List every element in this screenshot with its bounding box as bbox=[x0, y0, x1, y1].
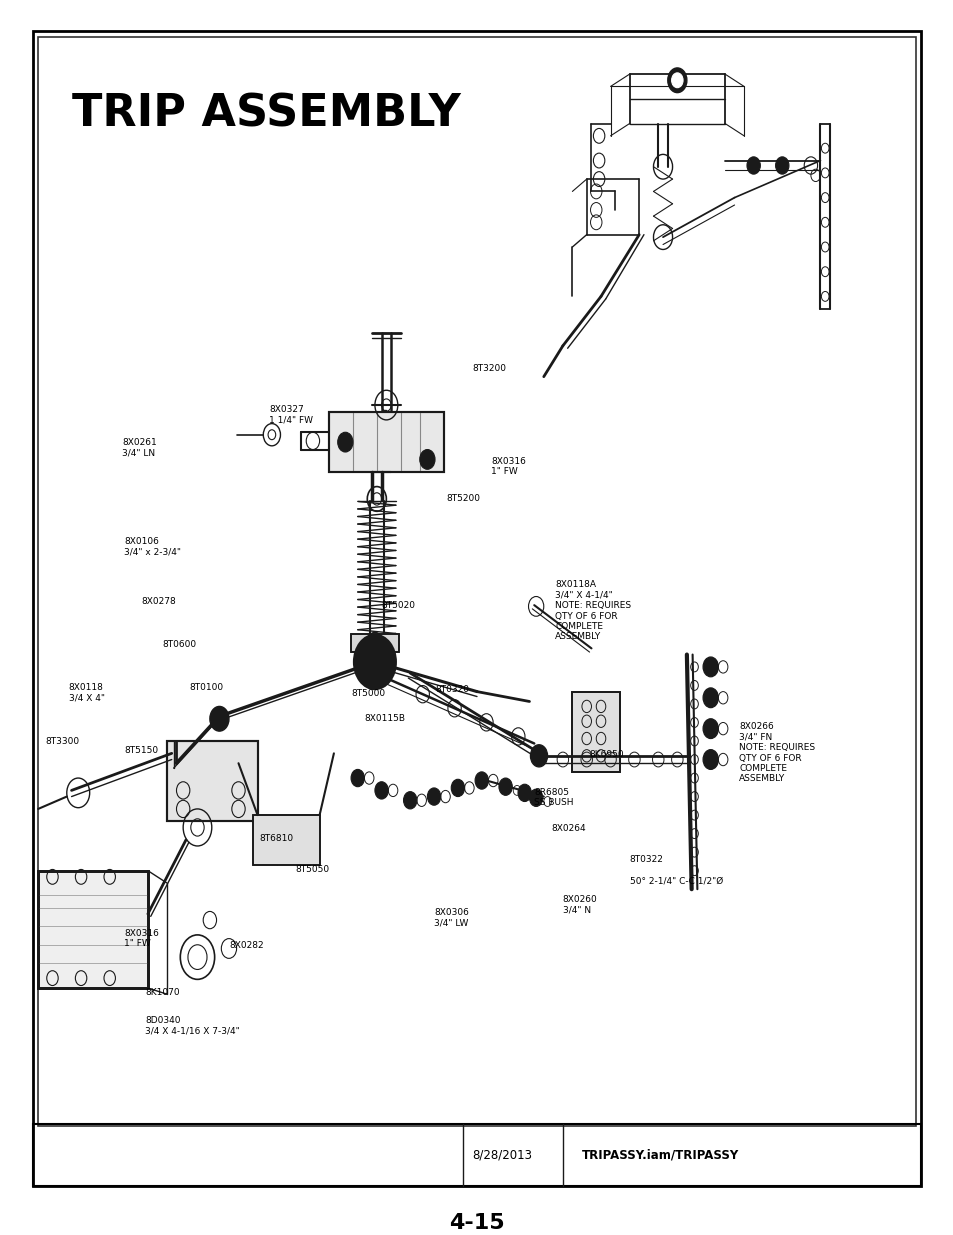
Text: 8T5150: 8T5150 bbox=[124, 746, 158, 755]
Text: 8X0118
3/4 X 4": 8X0118 3/4 X 4" bbox=[69, 683, 105, 703]
Circle shape bbox=[667, 68, 686, 93]
Bar bbox=[253, 815, 319, 864]
Bar bbox=[253, 815, 319, 864]
Text: 8T3200: 8T3200 bbox=[472, 364, 506, 373]
Text: 8X0260
3/4" N: 8X0260 3/4" N bbox=[562, 895, 597, 915]
Circle shape bbox=[337, 432, 353, 452]
Text: 8X0306
3/4" LW: 8X0306 3/4" LW bbox=[434, 908, 469, 927]
Text: 8/28/2013: 8/28/2013 bbox=[472, 1149, 532, 1161]
Text: 8T5000: 8T5000 bbox=[351, 689, 385, 698]
Bar bbox=[572, 692, 619, 772]
Circle shape bbox=[702, 688, 718, 708]
Circle shape bbox=[702, 750, 718, 769]
Text: 8X0266
3/4" FN
NOTE: REQUIRES
QTY OF 6 FOR
COMPLETE
ASSEMBLY: 8X0266 3/4" FN NOTE: REQUIRES QTY OF 6 F… bbox=[739, 722, 815, 783]
Text: 8T0320: 8T0320 bbox=[435, 685, 469, 694]
Bar bbox=[38, 37, 915, 1126]
Bar bbox=[329, 412, 443, 472]
Text: 8K1070: 8K1070 bbox=[145, 988, 179, 997]
Text: 8T5050: 8T5050 bbox=[295, 864, 330, 873]
Bar bbox=[167, 741, 257, 821]
Circle shape bbox=[451, 779, 464, 797]
Circle shape bbox=[702, 719, 718, 739]
Circle shape bbox=[775, 157, 788, 174]
Text: 8X0282: 8X0282 bbox=[229, 941, 263, 950]
Text: 8R6805
SS BUSH: 8R6805 SS BUSH bbox=[534, 788, 573, 808]
Text: 8T0322: 8T0322 bbox=[629, 855, 663, 863]
Text: 8D0340
3/4 X 4-1/16 X 7-3/4": 8D0340 3/4 X 4-1/16 X 7-3/4" bbox=[145, 1016, 239, 1036]
Circle shape bbox=[746, 157, 760, 174]
Text: 8X0327
1 1/4" FW: 8X0327 1 1/4" FW bbox=[269, 405, 313, 425]
Circle shape bbox=[419, 450, 435, 469]
Bar bbox=[38, 871, 148, 988]
Bar bbox=[33, 1124, 920, 1186]
Text: 8K6950: 8K6950 bbox=[589, 750, 623, 758]
Circle shape bbox=[529, 789, 542, 806]
Text: 50° 2-1/4" C-C 1/2"Ø: 50° 2-1/4" C-C 1/2"Ø bbox=[629, 877, 722, 885]
Text: 8T3300: 8T3300 bbox=[46, 737, 80, 746]
Text: TRIP ASSEMBLY: TRIP ASSEMBLY bbox=[71, 93, 459, 136]
Circle shape bbox=[354, 635, 395, 689]
Circle shape bbox=[475, 772, 488, 789]
Text: 8T6810: 8T6810 bbox=[259, 834, 294, 842]
Circle shape bbox=[671, 73, 682, 88]
Text: 8X0278: 8X0278 bbox=[141, 597, 175, 605]
Circle shape bbox=[403, 792, 416, 809]
Text: 8T0600: 8T0600 bbox=[162, 640, 196, 648]
Circle shape bbox=[517, 784, 531, 802]
Text: 8T0100: 8T0100 bbox=[189, 683, 223, 692]
Text: 8X0118A
3/4" X 4-1/4"
NOTE: REQUIRES
QTY OF 6 FOR
COMPLETE
ASSEMBLY: 8X0118A 3/4" X 4-1/4" NOTE: REQUIRES QTY… bbox=[555, 580, 631, 641]
Circle shape bbox=[351, 769, 364, 787]
Text: 8X0264: 8X0264 bbox=[551, 824, 585, 832]
Bar bbox=[351, 634, 398, 652]
Text: 8X0261
3/4" LN: 8X0261 3/4" LN bbox=[122, 438, 156, 458]
Text: TRIPASSY.iam/TRIPASSY: TRIPASSY.iam/TRIPASSY bbox=[581, 1149, 739, 1161]
Text: 8X0316
1" FW: 8X0316 1" FW bbox=[491, 457, 526, 477]
Text: 8T5200: 8T5200 bbox=[446, 494, 480, 503]
Circle shape bbox=[210, 706, 229, 731]
Bar bbox=[167, 741, 257, 821]
Circle shape bbox=[427, 788, 440, 805]
Circle shape bbox=[375, 782, 388, 799]
Bar bbox=[351, 634, 398, 652]
Circle shape bbox=[702, 657, 718, 677]
Text: 8T5020: 8T5020 bbox=[381, 601, 416, 610]
Circle shape bbox=[530, 745, 547, 767]
Text: 8X0106
3/4" x 2-3/4": 8X0106 3/4" x 2-3/4" bbox=[124, 537, 181, 557]
Bar bbox=[38, 871, 148, 988]
Bar bbox=[572, 692, 619, 772]
Text: 8X0316
1" FW: 8X0316 1" FW bbox=[124, 929, 159, 948]
Text: 4-15: 4-15 bbox=[449, 1213, 504, 1233]
Text: 8X0115B: 8X0115B bbox=[364, 714, 405, 722]
Bar bbox=[329, 412, 443, 472]
Circle shape bbox=[498, 778, 512, 795]
